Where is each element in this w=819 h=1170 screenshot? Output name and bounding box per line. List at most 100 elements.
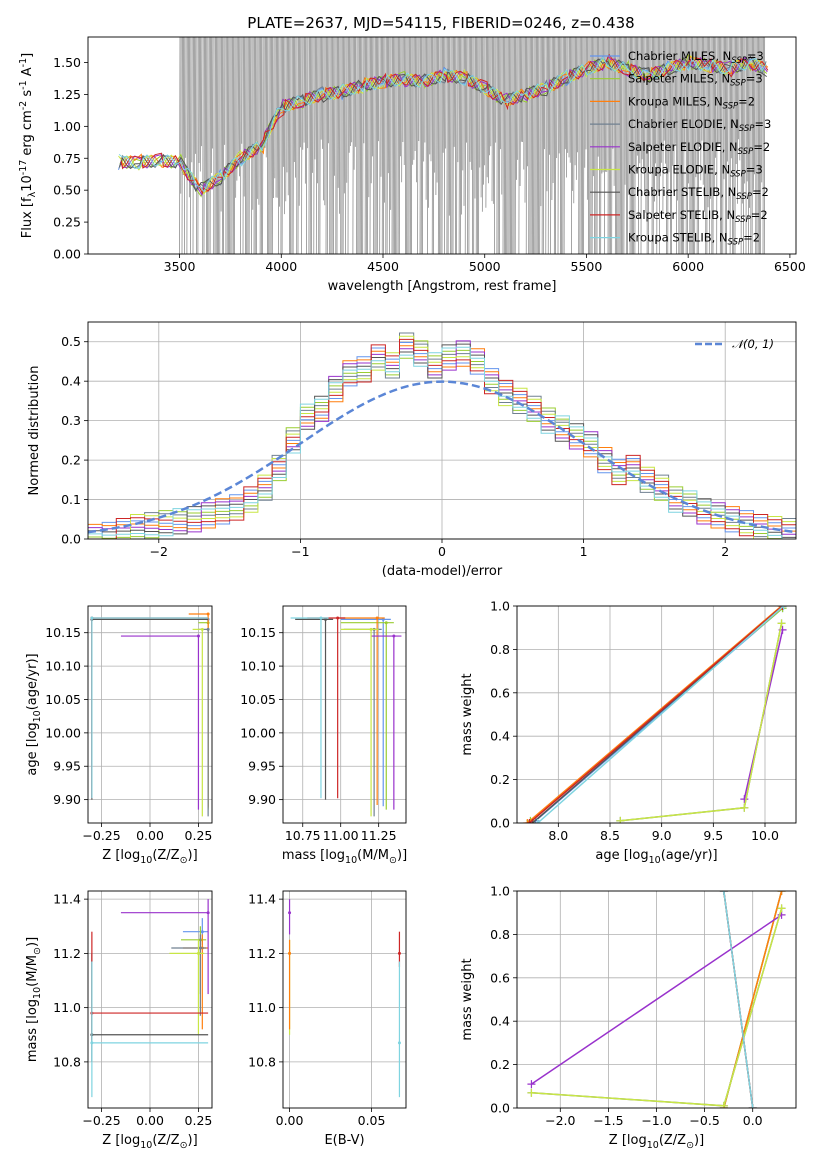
marker-kroupa-elodie — [740, 803, 749, 812]
y-tick-label: 0.8 — [490, 642, 510, 657]
marker-kroupa-stelib — [719, 891, 728, 895]
axes-frame — [87, 36, 797, 255]
x-tick-label: −0.5 — [689, 1113, 719, 1128]
plot-area — [90, 899, 210, 1098]
chart-age-vs-weight: 8.0 8.5 9.0 9.5 10.0 0.0 0.2 0.4 0.6 0.8 1.0 age [l… — [460, 599, 797, 866]
plot-area — [290, 616, 402, 817]
y-tick-label: 9.90 — [248, 792, 276, 807]
marker-kroupa-miles — [777, 891, 786, 895]
y-tick-label: 10.8 — [248, 1054, 276, 1069]
y-tick-label: 9.90 — [53, 792, 81, 807]
y-tick-label: 11.0 — [248, 1000, 276, 1015]
marker-salpeter-stelib — [778, 606, 787, 610]
y-axis-label: Flux [fλ10-17 erg cm-2 s-1 A-1] — [18, 53, 38, 238]
hist-salpeter-stelib — [88, 338, 796, 539]
x-tick-label: 4500 — [367, 259, 399, 274]
plot-area — [118, 37, 769, 254]
point-salpeter-elodie — [206, 911, 210, 915]
x-tick-label: −1.5 — [593, 1113, 623, 1128]
y-tick-label: 1.0 — [490, 599, 510, 614]
series-line-salpeter-stelib — [528, 606, 784, 823]
marker-kroupa-elodie — [527, 1088, 536, 1097]
y-axis-label: mass weight — [460, 673, 475, 755]
y-tick-label: 0.8 — [490, 927, 510, 942]
y-tick-label: 10.10 — [45, 659, 81, 674]
y-tick-label: 11.4 — [248, 892, 276, 907]
x-tick-label: 9.5 — [703, 828, 723, 843]
x-tick-label: 11.00 — [323, 828, 359, 843]
x-axis-label: (data-model)/error — [382, 564, 503, 579]
axes-frame — [282, 605, 407, 824]
y-tick-label: 0.2 — [490, 772, 510, 787]
x-axis-label: wavelength [Angstrom, rest frame] — [328, 279, 557, 294]
x-tick-label: 3500 — [164, 259, 196, 274]
chart-spectrum: 3500 4000 4500 5000 5500 6000 6500 0.00 0.25 0.50… — [18, 36, 806, 294]
x-tick-label: 8.0 — [548, 828, 568, 843]
x-tick-label: 0.00 — [136, 1113, 164, 1128]
x-tick-label: 2 — [721, 544, 729, 559]
y-tick-label: 0.4 — [490, 729, 510, 744]
x-tick-label: 8.5 — [600, 828, 620, 843]
x-tick-label: 0.25 — [185, 828, 213, 843]
series-line-kroupa-stelib — [537, 606, 785, 823]
y-tick-label: 11.2 — [248, 946, 276, 961]
point-kroupa-miles — [288, 951, 292, 955]
point-chabrier-elodie — [198, 946, 202, 950]
y-tick-label: 0.5 — [61, 334, 81, 349]
y-tick-label: 0.50 — [53, 183, 81, 198]
chart-Z-vs-age: −0.25 0.00 0.25 9.90 9.95 10.00 10.05 10.10 10.1… — [25, 605, 213, 866]
x-tick-label: −1.0 — [641, 1113, 671, 1128]
point-salpeter-stelib — [336, 616, 340, 620]
y-tick-label: 1.0 — [490, 884, 510, 899]
y-tick-label: 0.0 — [490, 1101, 510, 1116]
hist-kroupa-elodie — [88, 335, 796, 539]
marker-kroupa-stelib — [779, 606, 788, 610]
y-tick-label: 11.4 — [53, 892, 81, 907]
legend-label: Chabrier STELIB, NSSP=2 — [628, 185, 769, 202]
y-tick-label: 9.95 — [53, 759, 81, 774]
point-kroupa-stelib — [90, 616, 94, 620]
x-tick-label: 10.0 — [751, 828, 779, 843]
plots-layer: 3500 4000 4500 5000 5500 6000 65000.000.250.50… — [18, 36, 806, 1151]
y-tick-label: 0.6 — [490, 970, 510, 985]
point-kroupa-elodie — [196, 951, 200, 955]
chart-EBV-vs-mass: 0.00 0.05 10.8 11.0 11.2 11.4 E(B-V) — [248, 890, 407, 1148]
marker-kroupa-elodie — [777, 904, 786, 913]
legend: Chabrier MILES, NSSP=3 Salpeter MILES, NS… — [590, 49, 771, 248]
point-salpeter-stelib — [397, 951, 401, 955]
x-tick-label: 0.25 — [185, 1113, 213, 1128]
y-tick-label: 11.0 — [53, 1000, 81, 1015]
x-tick-label: −0.25 — [82, 1113, 120, 1128]
legend-label: Kroupa ELODIE, NSSP=3 — [628, 163, 763, 180]
x-tick-label: 0.00 — [136, 828, 164, 843]
x-tick-label: 9.0 — [652, 828, 672, 843]
marker-kroupa-elodie — [616, 816, 625, 823]
x-tick-label: −2 — [150, 544, 168, 559]
x-tick-label: 6000 — [672, 259, 704, 274]
x-axis-label: Z [log10(Z/Z⊙)] — [609, 1133, 704, 1151]
legend-label: 𝒩(0, 1) — [732, 337, 774, 351]
y-tick-label: 10.05 — [240, 692, 276, 707]
x-tick-label: 6500 — [774, 259, 806, 274]
chart-residuals: −2 −1 0 1 2 0.0 0.1 0.2 0.3 0.4 0.5 (data-model)/er… — [27, 321, 797, 579]
legend-label: Chabrier ELODIE, NSSP=3 — [628, 117, 771, 134]
y-tick-label: 10.8 — [53, 1054, 81, 1069]
marker-salpeter-elodie — [527, 1080, 536, 1089]
y-tick-label: 0.00 — [53, 247, 81, 262]
y-tick-label: 0.3 — [61, 413, 81, 428]
figure-title: PLATE=2637, MJD=54115, FIBERID=0246, z=0… — [247, 14, 634, 32]
marker-salpeter-elodie — [740, 795, 749, 804]
legend-label: Salpeter STELIB, NSSP=2 — [628, 208, 768, 225]
point-kroupa-miles — [375, 616, 379, 620]
y-tick-label: 10.05 — [45, 692, 81, 707]
y-axis-label: mass [log10(M/M⊙)] — [25, 937, 43, 1062]
y-axis-label: age [log10(age/yr)] — [25, 653, 43, 775]
y-tick-label: 10.15 — [240, 625, 276, 640]
marker-kroupa-elodie — [719, 1101, 728, 1108]
point-chabrier-miles — [200, 930, 204, 934]
axes-frame — [516, 890, 797, 1109]
point-salpeter-elodie — [288, 911, 292, 915]
plot-area — [88, 332, 796, 539]
normal-curve — [88, 380, 796, 534]
y-tick-label: 9.95 — [248, 759, 276, 774]
